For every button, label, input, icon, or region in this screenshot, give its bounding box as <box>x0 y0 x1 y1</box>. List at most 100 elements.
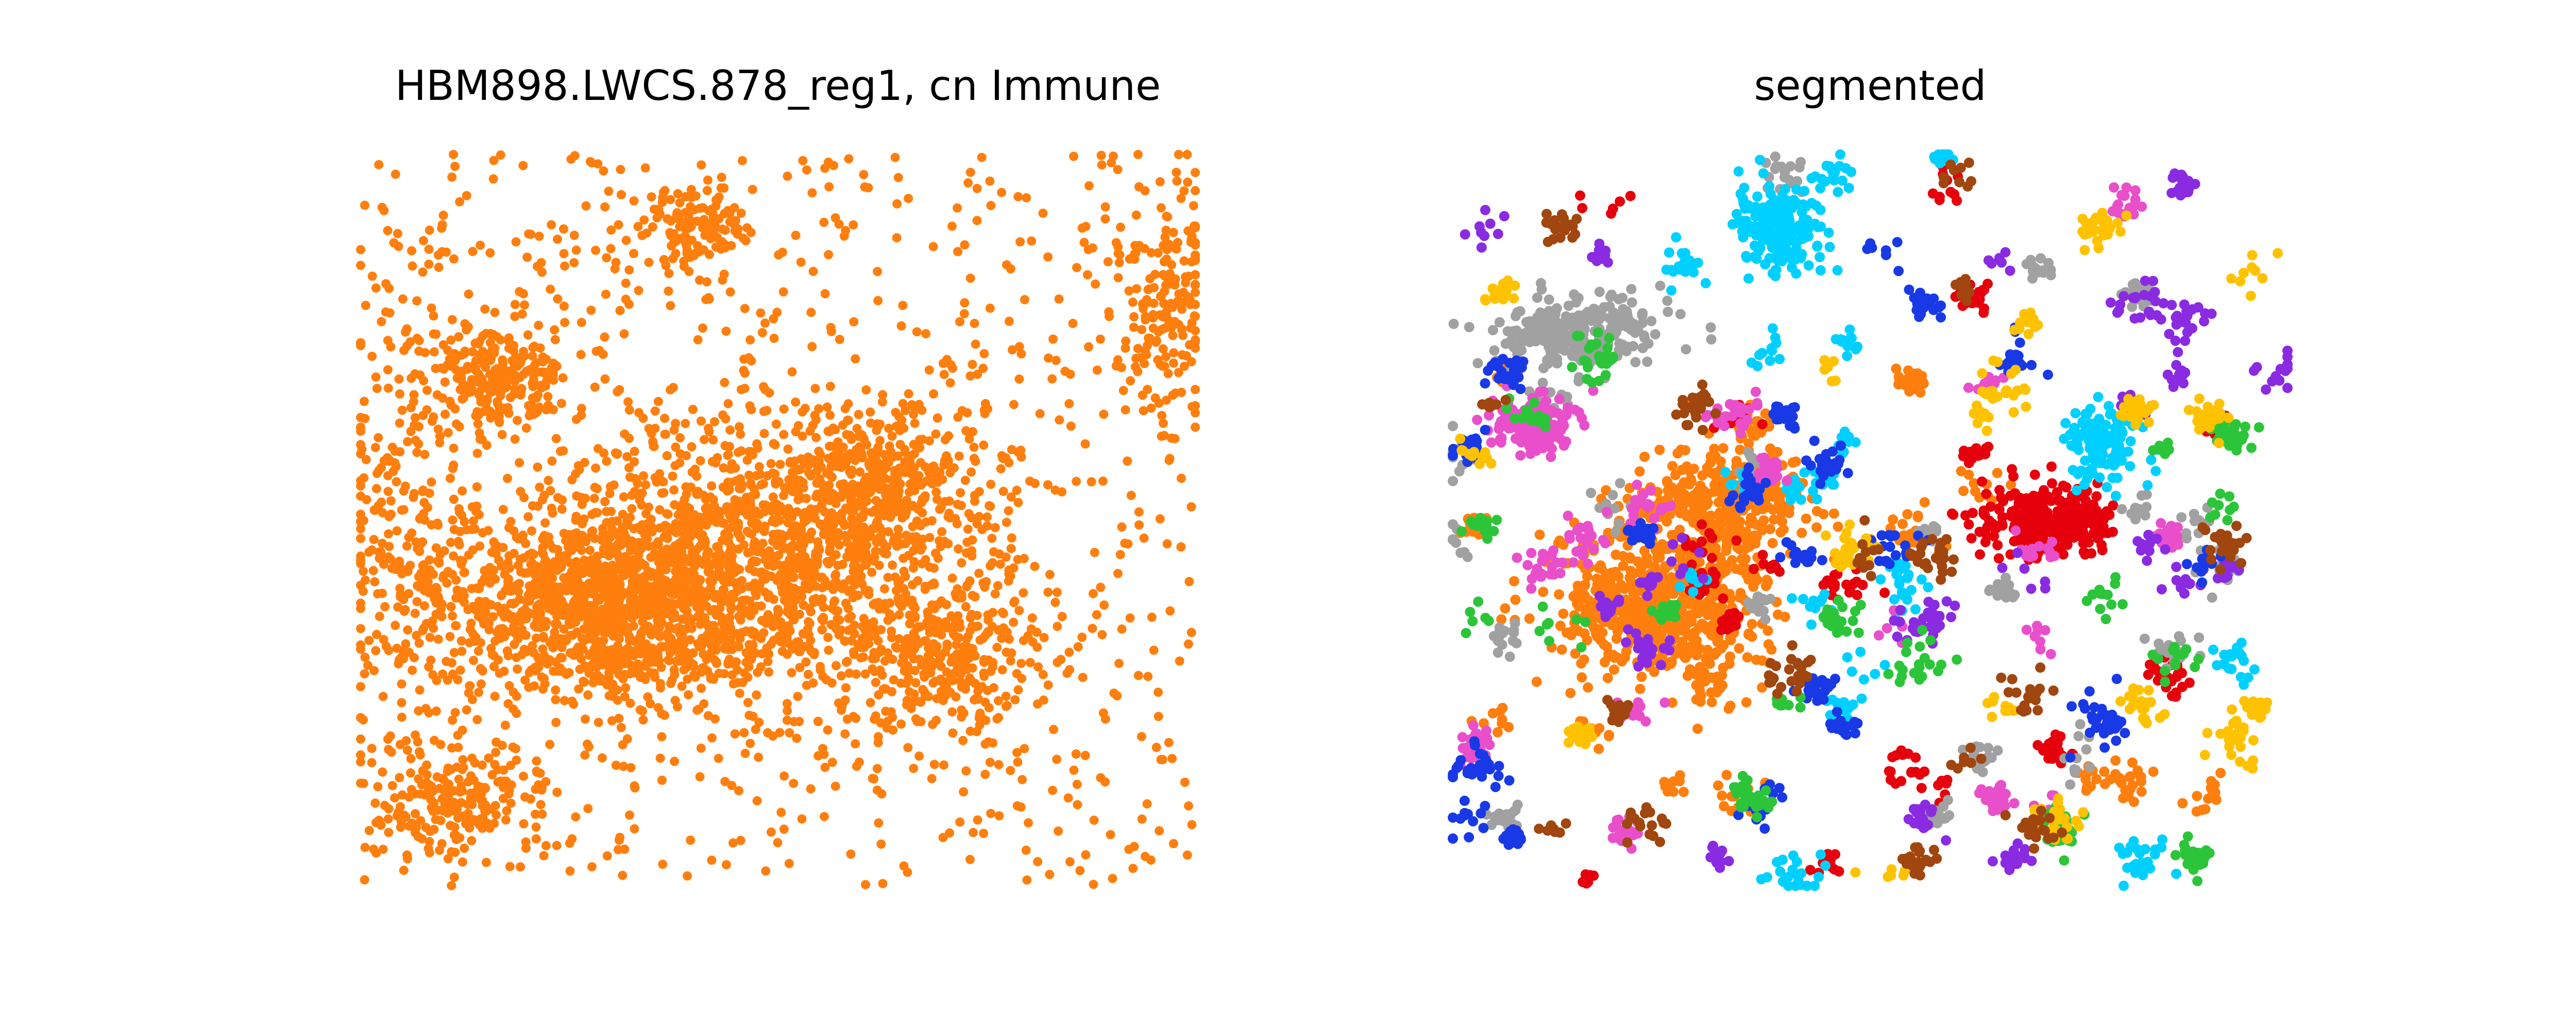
scatter-point <box>830 596 839 606</box>
scatter-point <box>779 771 789 781</box>
scatter-point <box>776 808 786 817</box>
scatter-point <box>745 401 755 411</box>
scatter-point <box>410 609 420 618</box>
scatter-point <box>794 609 804 619</box>
scatter-point <box>791 427 801 437</box>
scatter-point <box>653 397 663 406</box>
scatter-point <box>513 664 522 674</box>
scatter-point <box>671 213 681 223</box>
scatter-point <box>1056 655 1066 664</box>
scatter-point <box>606 244 616 253</box>
scatter-point <box>630 447 639 456</box>
scatter-point <box>383 383 393 393</box>
scatter-point <box>1033 857 1043 867</box>
scatter-point <box>750 566 759 576</box>
scatter-point <box>1164 239 1174 249</box>
scatter-point <box>1096 582 1106 592</box>
scatter-point <box>458 587 468 596</box>
scatter-point <box>457 765 467 775</box>
scatter-point <box>523 512 533 522</box>
scatter-point <box>1084 181 1094 191</box>
scatter-point <box>485 578 495 588</box>
scatter-point <box>1109 689 1119 698</box>
scatter-point <box>653 620 663 630</box>
scatter-point <box>1020 295 1029 304</box>
scatter-point <box>1176 194 1186 203</box>
scatter-point <box>872 764 882 774</box>
scatter-point <box>725 572 735 582</box>
scatter-point <box>1182 150 1192 159</box>
scatter-point <box>891 642 901 651</box>
scatter-point <box>1072 476 1081 486</box>
scatter-point <box>657 197 667 207</box>
scatter-point <box>737 156 747 165</box>
scatter-point <box>769 333 779 343</box>
scatter-point <box>384 745 394 754</box>
scatter-point <box>685 635 695 645</box>
scatter-point <box>686 835 696 845</box>
scatter-point <box>961 602 971 612</box>
scatter-point <box>662 451 672 460</box>
scatter-point <box>1016 659 1026 668</box>
scatter-point <box>639 215 649 225</box>
scatter-point <box>1027 236 1037 246</box>
scatter-point <box>395 447 405 457</box>
scatter-point <box>1191 168 1200 177</box>
scatter-point <box>1051 355 1061 365</box>
scatter-point <box>602 253 612 263</box>
scatter-point <box>435 431 445 441</box>
scatter-point <box>553 493 563 503</box>
scatter-point <box>889 675 899 685</box>
scatter-point <box>870 626 880 636</box>
scatter-point <box>752 690 761 700</box>
scatter-point <box>1121 336 1131 346</box>
scatter-point <box>734 484 744 493</box>
scatter-point <box>947 573 957 583</box>
scatter-point <box>769 439 778 449</box>
segment-point <box>1636 672 1647 682</box>
scatter-point <box>657 488 667 498</box>
scatter-point <box>1115 550 1125 559</box>
scatter-point <box>908 580 918 590</box>
scatter-point <box>455 197 465 207</box>
scatter-point <box>478 528 487 538</box>
scatter-point <box>962 408 972 418</box>
left-chart-title: HBM898.LWCS.878_reg1, cn Immune <box>395 62 1161 110</box>
segment-point <box>1780 611 1790 622</box>
scatter-point <box>1169 348 1179 358</box>
scatter-point <box>583 804 593 813</box>
scatter-point <box>831 661 841 671</box>
scatter-point <box>1021 845 1031 855</box>
scatter-point <box>475 541 485 551</box>
scatter-point <box>552 611 562 621</box>
scatter-point <box>418 267 428 277</box>
scatter-point <box>757 649 767 659</box>
scatter-point <box>532 756 541 766</box>
scatter-point <box>587 527 597 537</box>
scatter-point <box>921 517 931 527</box>
scatter-point <box>446 602 455 611</box>
scatter-point <box>878 538 888 547</box>
scatter-point <box>843 399 853 409</box>
scatter-point <box>990 523 1000 533</box>
scatter-point <box>516 487 526 496</box>
scatter-point <box>995 549 1004 559</box>
scatter-point <box>1054 826 1063 836</box>
scatter-point <box>980 582 990 592</box>
scatter-point <box>730 495 740 505</box>
scatter-point <box>773 605 783 614</box>
scatter-point <box>973 621 982 631</box>
scatter-point <box>602 680 612 690</box>
scatter-point <box>386 496 396 506</box>
scatter-point <box>1155 359 1165 369</box>
scatter-point <box>468 602 478 611</box>
scatter-point <box>914 400 924 409</box>
scatter-point <box>817 614 827 624</box>
scatter-point <box>983 627 993 637</box>
scatter-point <box>1043 587 1053 597</box>
scatter-point <box>979 405 989 415</box>
scatter-point <box>532 393 541 403</box>
scatter-point <box>613 387 622 397</box>
scatter-point <box>857 643 866 653</box>
scatter-point <box>356 734 365 744</box>
